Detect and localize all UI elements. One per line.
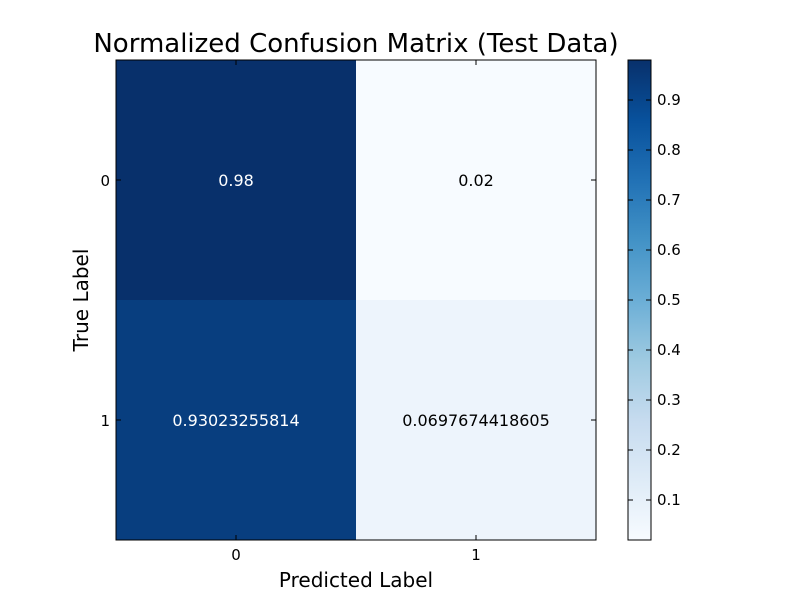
chart-title: Normalized Confusion Matrix (Test Data): [93, 29, 618, 59]
colorbar-tick-label: 0.8: [657, 141, 681, 159]
cell-r0-c1: [356, 60, 596, 300]
colorbar-tick-label: 0.3: [657, 391, 681, 409]
axis-ticks: 0 1 0 1: [100, 60, 596, 564]
colorbar-tick-label: 0.4: [657, 341, 681, 359]
colorbar-tick-label: 0.1: [657, 491, 681, 509]
cell-r1-c1: [356, 300, 596, 540]
colorbar-ticks: 0.1 0.2 0.3 0.4 0.5 0.6 0.7 0.8 0.9: [628, 91, 681, 509]
x-axis-label: Predicted Label: [279, 568, 433, 592]
plot-frame: [115, 59, 597, 541]
cell-label-r0-c1: 0.02: [458, 171, 494, 190]
cell-r1-c0: [116, 300, 356, 540]
x-tick-label: 0: [231, 546, 241, 564]
y-axis-label: True Label: [69, 249, 93, 353]
y-tick-label: 1: [100, 412, 110, 430]
cell-label-r0-c0: 0.98: [218, 171, 254, 190]
colorbar-tick-label: 0.5: [657, 291, 681, 309]
y-tick-label: 0: [100, 172, 110, 190]
heatmap-cells: 0.98 0.02 0.93023255814 0.0697674418605: [116, 60, 596, 540]
colorbar-tick-label: 0.2: [657, 441, 681, 459]
colorbar-tick-label: 0.6: [657, 241, 681, 259]
colorbar-tick-label: 0.9: [657, 91, 681, 109]
colorbar-tick-label: 0.7: [657, 191, 681, 209]
cell-label-r1-c1: 0.0697674418605: [402, 411, 550, 430]
x-tick-label: 1: [471, 546, 481, 564]
cell-r0-c0: [116, 60, 356, 300]
cell-label-r1-c0: 0.93023255814: [172, 411, 299, 430]
